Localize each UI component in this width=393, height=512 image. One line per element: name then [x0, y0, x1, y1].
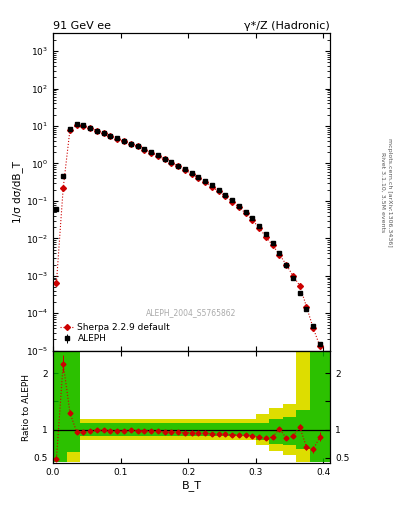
Text: γ*/Z (Hadronic): γ*/Z (Hadronic) — [244, 20, 330, 31]
Line: Sherpa 2.2.9 default: Sherpa 2.2.9 default — [54, 123, 322, 349]
Sherpa 2.2.9 default — [129, 141, 133, 147]
Sherpa 2.2.9 default — [243, 210, 248, 216]
Sherpa 2.2.9 default — [61, 185, 66, 191]
Sherpa 2.2.9 default — [298, 283, 302, 289]
Sherpa 2.2.9 default — [203, 179, 208, 185]
Text: 91 GeV ee: 91 GeV ee — [53, 20, 111, 31]
Sherpa 2.2.9 default — [142, 146, 147, 153]
Sherpa 2.2.9 default — [270, 242, 275, 248]
Sherpa 2.2.9 default — [189, 170, 194, 177]
Sherpa 2.2.9 default — [135, 143, 140, 150]
Sherpa 2.2.9 default — [264, 234, 268, 240]
Sherpa 2.2.9 default — [223, 193, 228, 199]
Legend: Sherpa 2.2.9 default, ALEPH: Sherpa 2.2.9 default, ALEPH — [57, 320, 173, 346]
Sherpa 2.2.9 default — [237, 204, 241, 210]
Sherpa 2.2.9 default — [311, 325, 316, 331]
Sherpa 2.2.9 default — [277, 251, 282, 258]
Sherpa 2.2.9 default — [156, 153, 160, 159]
Sherpa 2.2.9 default — [290, 273, 295, 279]
Y-axis label: 1/σ dσ/dB_T: 1/σ dσ/dB_T — [12, 161, 23, 223]
Sherpa 2.2.9 default — [196, 175, 201, 181]
Text: Rivet 3.1.10, 3.5M events: Rivet 3.1.10, 3.5M events — [381, 152, 386, 232]
Sherpa 2.2.9 default — [101, 130, 106, 136]
Sherpa 2.2.9 default — [74, 122, 79, 129]
Sherpa 2.2.9 default — [162, 156, 167, 162]
Text: mcplots.cern.ch [arXiv:1306.3436]: mcplots.cern.ch [arXiv:1306.3436] — [387, 138, 391, 246]
Sherpa 2.2.9 default — [88, 125, 93, 131]
Sherpa 2.2.9 default — [95, 128, 99, 134]
Text: ALEPH_2004_S5765862: ALEPH_2004_S5765862 — [147, 308, 237, 317]
Sherpa 2.2.9 default — [176, 163, 180, 169]
Sherpa 2.2.9 default — [81, 123, 86, 129]
Sherpa 2.2.9 default — [115, 136, 119, 142]
Sherpa 2.2.9 default — [284, 262, 288, 268]
Sherpa 2.2.9 default — [209, 184, 214, 190]
Sherpa 2.2.9 default — [54, 280, 59, 286]
Sherpa 2.2.9 default — [169, 160, 174, 166]
Sherpa 2.2.9 default — [318, 344, 322, 350]
Sherpa 2.2.9 default — [149, 150, 153, 156]
Sherpa 2.2.9 default — [216, 188, 221, 195]
Sherpa 2.2.9 default — [230, 199, 235, 205]
Sherpa 2.2.9 default — [108, 133, 113, 139]
Sherpa 2.2.9 default — [257, 225, 261, 231]
Y-axis label: Ratio to ALEPH: Ratio to ALEPH — [22, 374, 31, 440]
Sherpa 2.2.9 default — [182, 167, 187, 173]
Sherpa 2.2.9 default — [250, 217, 255, 223]
Sherpa 2.2.9 default — [68, 126, 72, 133]
Sherpa 2.2.9 default — [122, 138, 127, 144]
Sherpa 2.2.9 default — [304, 304, 309, 310]
X-axis label: B_T: B_T — [182, 480, 202, 491]
